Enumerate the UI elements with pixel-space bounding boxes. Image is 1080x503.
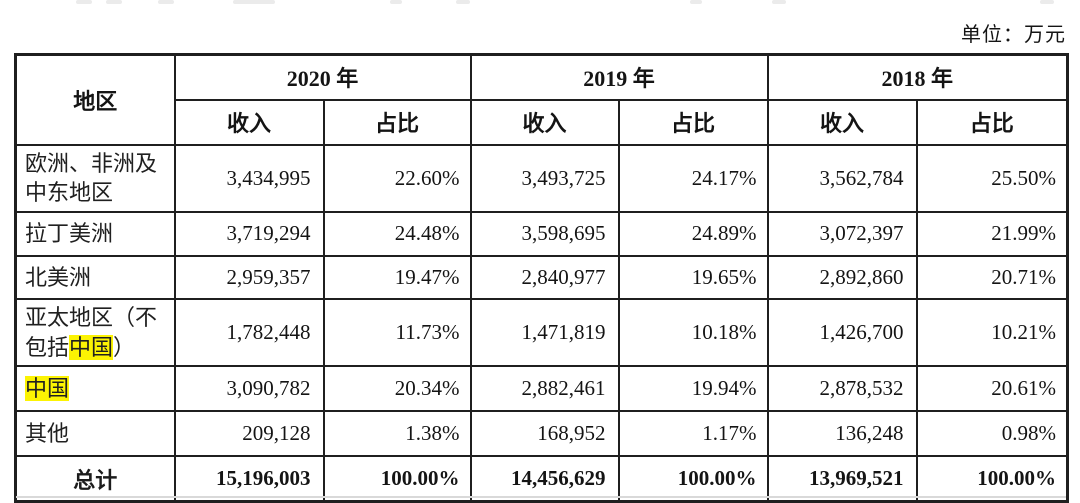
region-highlight: 中国	[25, 375, 70, 401]
income-cell: 1,782,448	[173, 297, 325, 368]
year-header-2018: 2018 年	[766, 53, 1069, 101]
share-cell: 1.38%	[322, 410, 472, 458]
share-cell: 0.98%	[915, 410, 1069, 458]
year-header-2020: 2020 年	[173, 53, 472, 101]
cropped-text-remnant	[76, 0, 92, 4]
share-cell: 11.73%	[322, 297, 472, 368]
total-income-cell: 14,456,629	[469, 455, 620, 503]
region-highlight: 中国	[69, 334, 114, 360]
share-cell: 20.34%	[322, 365, 472, 413]
region-text: 拉丁美洲	[25, 221, 114, 247]
income-cell: 209,128	[173, 410, 325, 458]
cropped-text-remnant	[690, 0, 702, 4]
cropped-text-remnant	[390, 0, 402, 4]
share-cell: 20.61%	[915, 365, 1069, 413]
table-row: 中国 3,090,782 20.34% 2,882,461 19.94% 2,8…	[14, 365, 1069, 413]
income-cell: 2,882,461	[469, 365, 620, 413]
region-column-header: 地区	[14, 53, 176, 146]
region-cell: 拉丁美洲	[14, 210, 176, 257]
share-cell: 1.17%	[617, 410, 769, 458]
share-cell: 19.94%	[617, 365, 769, 413]
income-cell: 3,598,695	[469, 210, 620, 257]
income-cell: 136,248	[766, 410, 918, 458]
share-cell: 20.71%	[915, 254, 1069, 300]
cropped-text-remnant	[158, 0, 174, 4]
total-income-cell: 13,969,521	[766, 455, 918, 503]
cropped-text-remnant	[1040, 0, 1054, 4]
cropped-text-remnant	[456, 0, 470, 4]
income-cell: 2,840,977	[469, 254, 620, 300]
income-cell: 2,892,860	[766, 254, 918, 300]
income-cell: 2,959,357	[173, 254, 325, 300]
region-text: 欧洲、非洲及中东地区	[25, 150, 158, 206]
income-cell: 3,434,995	[173, 143, 325, 213]
share-cell: 25.50%	[915, 143, 1069, 213]
share-cell: 24.48%	[322, 210, 472, 257]
total-share-cell: 100.00%	[915, 455, 1069, 503]
income-cell: 2,878,532	[766, 365, 918, 413]
income-column-header: 收入	[469, 98, 620, 146]
total-share-cell: 100.00%	[617, 455, 769, 503]
region-cell: 欧洲、非洲及中东地区	[14, 143, 176, 213]
region-text: 北美洲	[25, 264, 92, 290]
region-text-suffix: ）	[113, 334, 136, 360]
share-cell: 21.99%	[915, 210, 1069, 257]
income-column-header: 收入	[173, 98, 325, 146]
header-row-metrics: 收入 占比 收入 占比 收入 占比	[16, 98, 1069, 146]
region-cell: 其他	[14, 410, 176, 458]
share-cell: 10.18%	[617, 297, 769, 368]
share-cell: 19.47%	[322, 254, 472, 300]
region-cell: 中国	[14, 365, 176, 413]
share-column-header: 占比	[322, 98, 472, 146]
income-cell: 3,719,294	[173, 210, 325, 257]
unit-note: 单位：万元	[961, 24, 1066, 46]
share-column-header: 占比	[617, 98, 769, 146]
income-cell: 168,952	[469, 410, 620, 458]
share-cell: 22.60%	[322, 143, 472, 213]
region-cell: 亚太地区（不包括中国）	[14, 297, 176, 368]
year-header-2019: 2019 年	[469, 53, 769, 101]
table-row: 北美洲 2,959,357 19.47% 2,840,977 19.65% 2,…	[14, 254, 1069, 300]
income-column-header: 收入	[766, 98, 918, 146]
total-label: 总计	[14, 455, 176, 503]
scan-shadow-line	[16, 496, 1066, 498]
cropped-text-remnant	[772, 0, 786, 4]
total-income-cell: 15,196,003	[173, 455, 325, 503]
income-cell: 3,072,397	[766, 210, 918, 257]
income-cell: 1,471,819	[469, 297, 620, 368]
revenue-by-region-table: 地区 2020 年 2019 年 2018 年 收入 占比 收入 占比 收入 占…	[14, 53, 1070, 503]
total-share-cell: 100.00%	[322, 455, 472, 503]
income-cell: 3,090,782	[173, 365, 325, 413]
income-cell: 1,426,700	[766, 297, 918, 368]
table-row: 欧洲、非洲及中东地区 3,434,995 22.60% 3,493,725 24…	[14, 143, 1069, 213]
table-row: 其他 209,128 1.38% 168,952 1.17% 136,248 0…	[14, 410, 1069, 458]
cropped-text-remnant	[106, 0, 122, 4]
table-row: 亚太地区（不包括中国） 1,782,448 11.73% 1,471,819 1…	[14, 297, 1069, 368]
share-cell: 10.21%	[915, 297, 1069, 368]
share-cell: 24.17%	[617, 143, 769, 213]
income-cell: 3,493,725	[469, 143, 620, 213]
region-text: 其他	[25, 420, 70, 446]
share-cell: 19.65%	[617, 254, 769, 300]
total-row: 总计 15,196,003 100.00% 14,456,629 100.00%…	[14, 455, 1069, 503]
region-cell: 北美洲	[14, 254, 176, 300]
table-row: 拉丁美洲 3,719,294 24.48% 3,598,695 24.89% 3…	[14, 210, 1069, 257]
income-cell: 3,562,784	[766, 143, 918, 213]
cropped-text-remnant	[233, 0, 275, 4]
header-row-years: 地区 2020 年 2019 年 2018 年	[14, 53, 1069, 146]
region-text: 亚太地区（不包括	[25, 304, 158, 360]
share-cell: 24.89%	[617, 210, 769, 257]
share-column-header: 占比	[915, 98, 1069, 146]
